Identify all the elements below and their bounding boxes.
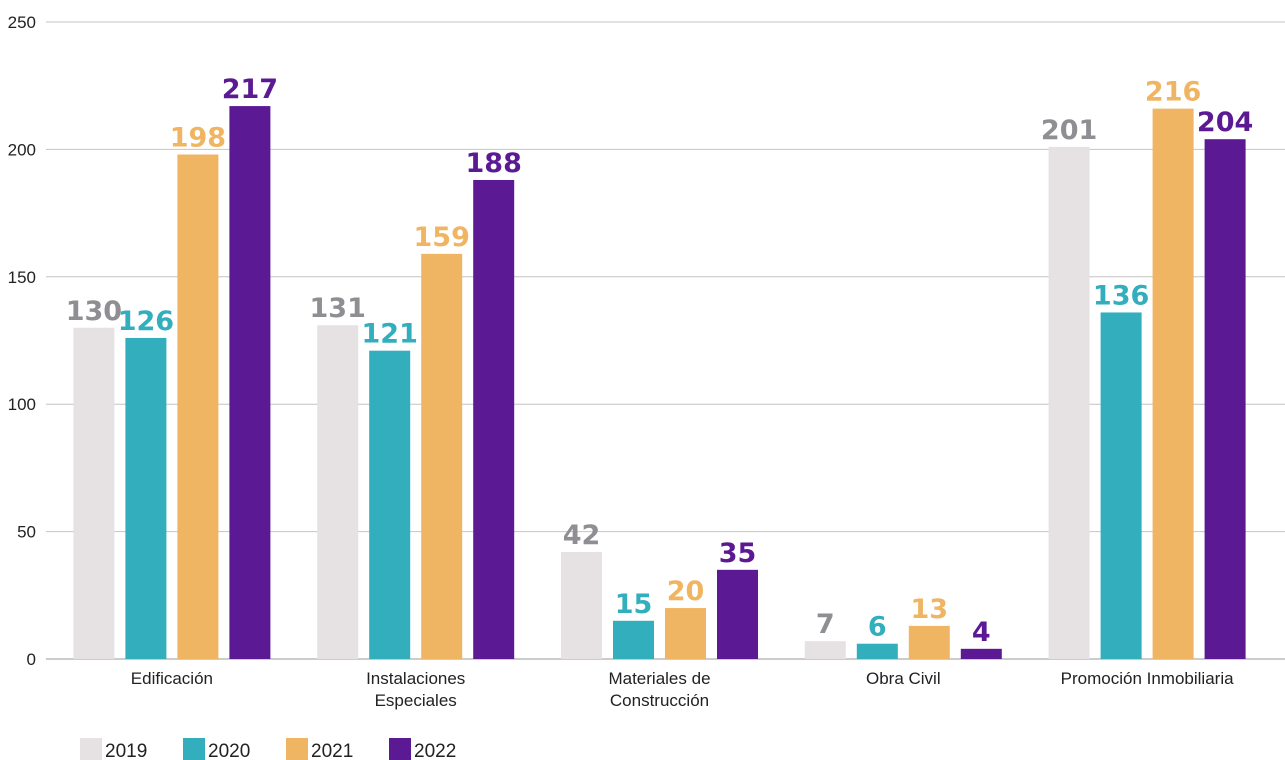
legend-label-2022: 2022 (414, 741, 456, 760)
category-label: Obra Civil (866, 669, 941, 688)
data-label-2020-0: 126 (118, 306, 174, 337)
bar-2022-0 (229, 106, 271, 660)
data-label-2020-4: 136 (1093, 280, 1149, 311)
bar-2020-1 (369, 350, 411, 659)
legend-label-2021: 2021 (311, 741, 353, 760)
data-label-2022-2: 35 (719, 538, 757, 569)
data-label-2019-2: 42 (563, 520, 601, 551)
legend: 2019 2020 2021 2022 (80, 738, 456, 760)
bar-2019-0 (73, 327, 115, 659)
legend-swatch-2019 (80, 738, 102, 760)
data-label-2022-3: 4 (972, 617, 991, 648)
data-label-2020-3: 6 (868, 612, 887, 643)
data-label-2021-2: 20 (667, 576, 705, 607)
data-label-2021-3: 13 (911, 594, 949, 625)
bar-2021-2 (665, 608, 706, 659)
bar-2022-3 (960, 648, 1002, 659)
data-label-2021-1: 159 (414, 222, 470, 253)
bar-2020-0 (125, 337, 167, 659)
bar-2021-0 (177, 154, 219, 659)
bar-2022-4 (1204, 139, 1246, 659)
legend-swatch-2020 (183, 738, 205, 760)
bar-2022-2 (717, 569, 758, 659)
bar-2019-2 (561, 551, 602, 659)
data-label-2019-3: 7 (816, 609, 835, 640)
data-label-2020-1: 121 (362, 319, 418, 350)
y-tick-label: 0 (27, 650, 36, 669)
bar-2020-4 (1100, 312, 1142, 659)
data-label-2022-4: 204 (1197, 107, 1253, 138)
y-axis-tick-labels: 0 50 100 150 200 250 (8, 13, 36, 669)
y-tick-label: 200 (8, 140, 36, 159)
legend-swatch-2022 (389, 738, 411, 760)
bar-2022-1 (473, 179, 515, 659)
legend-label-2020: 2020 (208, 741, 250, 760)
data-label-2020-2: 15 (615, 589, 653, 620)
category-label: Instalaciones Especiales (366, 669, 465, 710)
legend-label-2019: 2019 (105, 741, 147, 760)
bar-2021-3 (908, 625, 950, 659)
y-tick-label: 100 (8, 395, 36, 414)
bar-2021-1 (421, 253, 463, 660)
legend-swatch-2021 (286, 738, 308, 760)
data-label-2022-1: 188 (466, 148, 522, 179)
bars (73, 106, 1246, 660)
bar-2020-3 (856, 643, 898, 659)
category-label: Promoción Inmobiliaria (1061, 669, 1234, 688)
bar-2019-1 (317, 325, 359, 659)
data-label-2021-4: 216 (1145, 77, 1201, 108)
category-label: Materiales de Construcción (608, 669, 710, 710)
data-label-2022-0: 217 (222, 74, 278, 105)
data-label-2019-4: 201 (1041, 115, 1097, 146)
y-tick-label: 50 (17, 523, 36, 542)
bar-2019-4 (1048, 146, 1090, 660)
data-label-2019-0: 130 (66, 296, 122, 327)
data-label-2019-1: 131 (310, 293, 366, 324)
bar-2020-2 (613, 620, 654, 659)
data-label-2021-0: 198 (170, 122, 226, 153)
y-tick-label: 150 (8, 268, 36, 287)
bar-2019-3 (804, 641, 846, 659)
y-tick-label: 250 (8, 13, 36, 32)
x-axis-category-labels: Edificación Instalaciones Especiales Materi… (131, 669, 1234, 710)
category-label: Edificación (131, 669, 213, 688)
bar-2021-4 (1152, 108, 1194, 659)
